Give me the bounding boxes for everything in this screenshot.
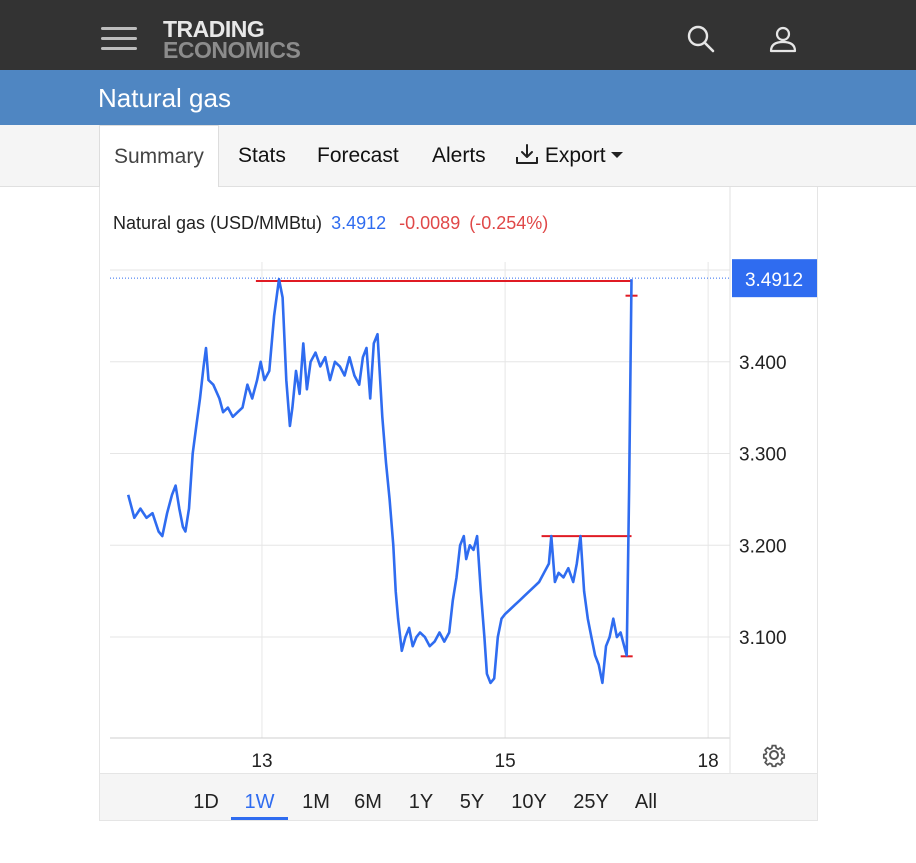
gear-icon[interactable] (761, 742, 787, 768)
range-25y-label: 25Y (573, 791, 609, 813)
series-line (126, 277, 633, 685)
range-5y[interactable]: 5Y (449, 774, 495, 820)
y-tick-label: 3.200 (739, 536, 787, 557)
user-icon[interactable] (768, 24, 798, 54)
tab-forecast[interactable]: Forecast (317, 125, 399, 187)
tab-alerts-label: Alerts (432, 144, 486, 167)
range-10y-label: 10Y (511, 791, 547, 813)
range-6m[interactable]: 6M (344, 774, 392, 820)
current-price-label: 3.4912 (745, 270, 803, 291)
current-price-box (732, 259, 817, 298)
range-1d-label: 1D (193, 791, 219, 813)
x-tick-label: 13 (251, 751, 272, 772)
x-tick-label: 15 (495, 751, 516, 772)
range-1y[interactable]: 1Y (398, 774, 444, 820)
x-tick-label: 18 (698, 751, 719, 772)
tab-stats-label: Stats (238, 144, 286, 167)
logo-line2: ECONOMICS (163, 37, 301, 63)
range-25y[interactable]: 25Y (565, 774, 617, 820)
tab-forecast-label: Forecast (317, 144, 399, 167)
range-1m-label: 1M (302, 791, 330, 813)
hamburger-menu-icon[interactable] (101, 25, 137, 53)
top-bar: TRADING ECONOMICS (0, 0, 916, 70)
quote-change-pct: (-0.254%) (469, 213, 549, 233)
range-10y[interactable]: 10Y (503, 774, 555, 820)
range-1d[interactable]: 1D (182, 774, 230, 820)
logo-line1: TRADING (163, 16, 265, 42)
page-title: Natural gas (98, 83, 231, 113)
quote-header: Natural gas (USD/MMBtu) 3.4912 -0.0089 (… (113, 213, 548, 234)
quote-change: -0.0089 (399, 213, 461, 233)
range-1y-label: 1Y (408, 791, 434, 813)
y-tick-label: 3.400 (739, 353, 787, 374)
y-tick-label: 3.100 (739, 628, 787, 649)
range-1m[interactable]: 1M (292, 774, 340, 820)
quote-price: 3.4912 (331, 213, 387, 233)
caret-down-icon (611, 152, 624, 158)
range-6m-label: 6M (354, 791, 382, 813)
range-1w-label: 1W (244, 791, 275, 813)
tab-export-label: Export (544, 144, 606, 167)
chart-card (99, 187, 818, 773)
range-all[interactable]: All (626, 774, 666, 820)
tab-summary[interactable]: Summary (99, 125, 219, 188)
range-selector: 1D 1W 1M 6M 1Y 5Y 10Y 25Y All (99, 773, 818, 821)
logo[interactable]: TRADING ECONOMICS (163, 16, 301, 63)
tab-bar: Summary Stats Forecast Alerts Export (0, 125, 916, 188)
tab-summary-label: Summary (114, 145, 204, 168)
download-icon (516, 144, 538, 164)
range-all-label: All (634, 791, 658, 813)
range-1w[interactable]: 1W (231, 774, 288, 820)
quote-name: Natural gas (USD/MMBtu) (113, 213, 323, 233)
range-5y-label: 5Y (459, 791, 485, 813)
y-tick-label: 3.300 (739, 445, 787, 466)
tab-export[interactable]: Export (515, 125, 624, 187)
search-icon[interactable] (686, 24, 716, 54)
tab-alerts[interactable]: Alerts (432, 125, 486, 187)
title-bar: Natural gas (0, 70, 916, 125)
tab-stats[interactable]: Stats (238, 125, 286, 187)
